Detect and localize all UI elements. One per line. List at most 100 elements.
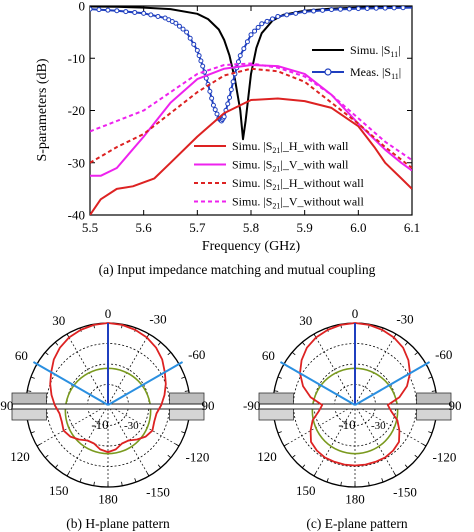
grid-spoke bbox=[66, 333, 109, 406]
ring-tick bbox=[167, 351, 172, 356]
ring-tick bbox=[181, 431, 186, 434]
angle-label: 90 bbox=[202, 398, 215, 413]
ring-tick bbox=[146, 472, 150, 477]
ring-tick bbox=[121, 481, 123, 486]
blue-wall-right bbox=[107, 361, 184, 406]
ring-tick bbox=[157, 341, 162, 346]
angle-label: 180 bbox=[345, 491, 365, 506]
ring-tick bbox=[30, 431, 35, 434]
legend-label: Simu. |S21|_H_with wall bbox=[232, 139, 349, 155]
angle-label: -120 bbox=[433, 450, 457, 465]
ring-tick bbox=[291, 454, 296, 459]
ring-tick bbox=[44, 454, 49, 459]
series-marker bbox=[194, 47, 200, 53]
series-marker bbox=[311, 8, 317, 14]
x-tick-label: 5.6 bbox=[136, 220, 153, 235]
ring-tick bbox=[291, 351, 296, 356]
legend-label-main: Simu. |S bbox=[232, 139, 272, 153]
series-marker bbox=[320, 7, 326, 13]
legend-label-tail: | bbox=[398, 43, 400, 57]
angle-label: 60 bbox=[15, 348, 28, 363]
caption-a: (a) Input impedance matching and mutual … bbox=[99, 262, 376, 277]
ring-tick bbox=[36, 443, 41, 447]
series-marker bbox=[200, 63, 206, 69]
ring-tick bbox=[134, 478, 137, 483]
legend-label-main: Simu. |S bbox=[232, 158, 272, 172]
ring-tick bbox=[274, 390, 279, 392]
legend-label-main: Meas. |S bbox=[350, 65, 391, 79]
ring-tick bbox=[184, 390, 189, 392]
legend-label-tail: |_H_without wall bbox=[280, 176, 364, 190]
e-plane-polar-chart: 0 30 60 -90 120 150 180 -150 -120 90 -60 -30 -10 -30 bbox=[243, 306, 462, 506]
ring-tick bbox=[277, 376, 282, 379]
ring-tick bbox=[93, 481, 95, 486]
device-slab bbox=[416, 392, 452, 405]
series-marker bbox=[329, 7, 334, 13]
legend-label: Simu. |S21|_V_with wall bbox=[232, 158, 349, 174]
ring-tick bbox=[381, 478, 384, 483]
angle-label: -60 bbox=[435, 347, 452, 362]
ring-tick bbox=[175, 443, 180, 447]
angle-label: 150 bbox=[49, 483, 69, 498]
angle-label: -90 bbox=[0, 398, 13, 413]
legend-label-main: Simu. |S bbox=[350, 43, 390, 57]
series-marker bbox=[198, 58, 204, 64]
ring-tick bbox=[167, 454, 172, 459]
ring-tick bbox=[340, 481, 342, 486]
ring-tick bbox=[393, 472, 397, 477]
series-marker bbox=[248, 32, 254, 38]
legend-label-sub: 11 bbox=[391, 72, 399, 81]
series-marker bbox=[259, 21, 265, 27]
grid-spoke bbox=[354, 404, 427, 447]
h-plane-polar-chart: 0 30 60 -90 120 150 180 -150 -120 90 -60 -30 -10 -30 bbox=[0, 306, 215, 506]
legend-label-sub: 21 bbox=[272, 165, 280, 174]
ring-label-2: -30 bbox=[371, 420, 386, 432]
ring-tick bbox=[277, 431, 282, 434]
series-marker bbox=[184, 29, 190, 35]
series-marker bbox=[400, 6, 406, 11]
series-marker bbox=[209, 95, 215, 101]
series-marker bbox=[230, 79, 236, 85]
series-marker bbox=[364, 6, 370, 11]
device-slab bbox=[169, 392, 205, 405]
blue-wall-left bbox=[32, 361, 109, 406]
series-marker bbox=[141, 10, 147, 16]
axis-ticks: 5.5 5.6 5.7 5.8 5.9 6.0 6.1 0 -10 -20 -30 -40 bbox=[68, 0, 420, 235]
angle-label: -30 bbox=[396, 311, 413, 326]
grid-spoke bbox=[283, 404, 356, 447]
series-marker bbox=[235, 59, 241, 65]
s-parameter-chart: 5.5 5.6 5.7 5.8 5.9 6.0 6.1 0 -10 -20 -30 -40 Simu.… bbox=[35, 0, 420, 277]
ring-tick bbox=[428, 431, 433, 434]
legend-marker bbox=[324, 68, 332, 76]
x-tick-label: 5.8 bbox=[243, 220, 259, 235]
series-marker bbox=[180, 26, 186, 32]
legend-label: Simu. |S21|_H_without wall bbox=[232, 176, 364, 192]
series-marker bbox=[210, 102, 216, 108]
legend-label-sub: 21 bbox=[272, 183, 280, 192]
ring-label-2: -30 bbox=[124, 420, 139, 432]
series-marker bbox=[228, 87, 234, 93]
series-marker bbox=[105, 7, 111, 13]
legend-label: Simu. |S11| bbox=[350, 43, 401, 59]
ring-tick bbox=[27, 390, 32, 392]
grid-spoke bbox=[354, 333, 397, 406]
ring-tick bbox=[422, 443, 427, 447]
series-marker bbox=[176, 23, 182, 29]
series-line-3 bbox=[90, 64, 412, 177]
x-tick-label: 5.5 bbox=[82, 220, 98, 235]
angle-label: 120 bbox=[257, 449, 277, 464]
x-axis-label: Frequency (GHz) bbox=[202, 239, 301, 254]
series-marker bbox=[244, 39, 250, 45]
x-tick-label: 5.7 bbox=[189, 220, 206, 235]
series-marker bbox=[255, 24, 261, 30]
legend: Simu. |S11|Meas. |S11|Simu. |S21|_H_with… bbox=[194, 43, 401, 211]
series-marker bbox=[302, 9, 308, 15]
ring-tick bbox=[54, 341, 59, 346]
blue-wall-right bbox=[354, 361, 431, 406]
ring-tick bbox=[414, 454, 419, 459]
angle-label: -60 bbox=[188, 347, 205, 362]
series-marker bbox=[187, 35, 193, 41]
series-marker bbox=[173, 20, 179, 26]
grid-spoke bbox=[107, 404, 180, 447]
legend-label-tail: | bbox=[399, 65, 401, 79]
